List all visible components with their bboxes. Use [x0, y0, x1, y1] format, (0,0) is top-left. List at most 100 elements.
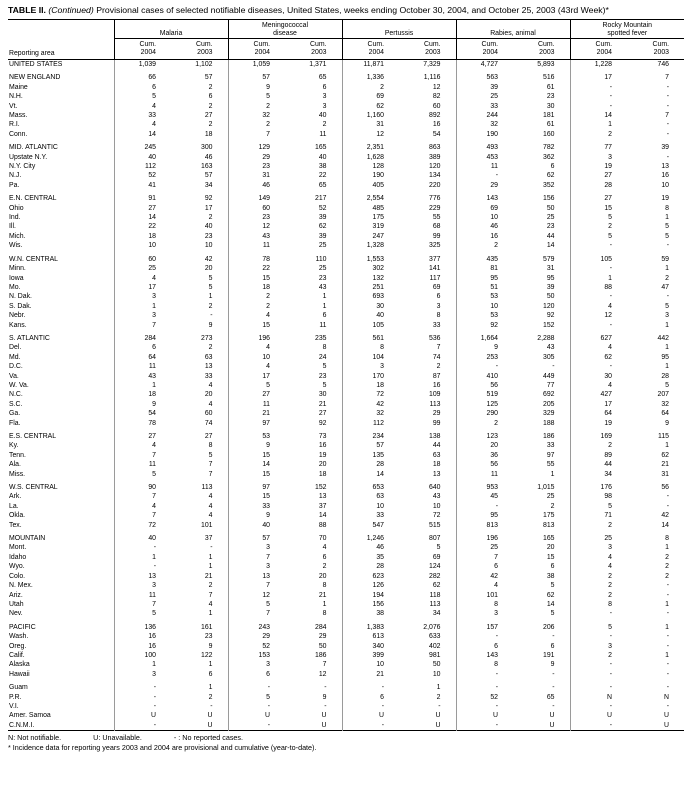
- value-cell: 82: [432, 93, 441, 101]
- value-cell: 2: [569, 590, 627, 600]
- value-cell: 12: [318, 670, 327, 678]
- table-row: P.R. - 2 5 9 6 2 52 65 N N: [8, 692, 684, 702]
- value-cell: 442: [657, 334, 670, 342]
- value-cell: 8: [341, 343, 399, 353]
- value-cell: 54: [113, 409, 171, 419]
- value-cell: 1: [322, 293, 327, 301]
- value-cell: -: [666, 121, 669, 129]
- reporting-area-cell: Ark.: [9, 493, 22, 501]
- value-cell: 4: [227, 343, 285, 353]
- sub-header-cell: Cum. 2004: [341, 38, 399, 60]
- table-row: S. Dak. 1 2 2 1 30 3 10 120 4 5: [8, 301, 684, 312]
- table-body: UNITED STATES 1,039 1,102 1,059 1,371 11,871 7…: [8, 59, 684, 731]
- table-title: TABLE II. (Continued) Provisional cases …: [8, 5, 620, 16]
- value-cell: 30: [341, 301, 399, 312]
- value-cell: 163: [201, 163, 213, 171]
- value-cell: 113: [429, 600, 441, 608]
- value-cell: -: [569, 82, 627, 93]
- value-cell: 69: [341, 92, 399, 102]
- value-cell: 579: [543, 255, 555, 263]
- value-cell: 4: [455, 581, 513, 591]
- value-cell: 405: [341, 180, 399, 191]
- value-cell: -: [666, 493, 669, 501]
- sub-header-row: Cum. 2004 Cum. 2003 Cum. 2004 Cum. 2003 Cum.…: [8, 38, 684, 60]
- value-cell: 92: [204, 195, 213, 203]
- value-cell: 516: [543, 74, 555, 82]
- table-row: Mont. - - 3 4 46 5 25 20 3 1: [8, 543, 684, 553]
- value-cell: 12: [432, 83, 441, 91]
- value-cell: 61: [546, 83, 555, 91]
- value-cell: U: [227, 711, 285, 721]
- value-cell: 63: [341, 492, 399, 502]
- table-row: Mo. 17 5 18 43 251 69 51 39 88 47: [8, 282, 684, 293]
- value-cell: -: [552, 633, 555, 641]
- section-row: PACIFIC 136 161 243 284 1,383 2,076 157 206 5 1: [8, 618, 684, 633]
- value-cell: -: [113, 562, 171, 572]
- reporting-area-cell: N.H.: [9, 93, 23, 101]
- value-cell: 8: [665, 204, 669, 212]
- value-cell: 31: [341, 120, 399, 130]
- value-cell: -: [569, 264, 627, 274]
- reporting-area-cell: Ill.: [9, 223, 16, 231]
- value-cell: 34: [204, 181, 213, 189]
- value-cell: 19: [569, 418, 627, 429]
- sub-header-cell: Cum. 2004: [569, 38, 627, 60]
- value-cell: 7: [208, 461, 213, 469]
- table-row: W. Va. 1 4 5 5 18 16 56 77 4 5: [8, 380, 684, 391]
- reporting-area-cell: Mass.: [9, 112, 28, 120]
- value-cell: 104: [341, 352, 399, 363]
- value-cell: 43: [318, 283, 327, 291]
- value-cell: 1: [665, 344, 669, 352]
- value-cell: 776: [429, 195, 441, 203]
- reporting-area-cell: S. ATLANTIC: [9, 334, 50, 342]
- value-cell: 57: [204, 74, 213, 82]
- value-cell: 35: [341, 552, 399, 563]
- value-cell: 186: [315, 651, 327, 659]
- value-cell: 143: [455, 190, 513, 204]
- value-cell: 11: [113, 460, 171, 470]
- value-cell: 53: [227, 428, 285, 442]
- value-cell: 181: [543, 112, 555, 120]
- value-cell: 20: [204, 391, 213, 399]
- value-cell: 2: [227, 301, 285, 312]
- value-cell: 435: [455, 250, 513, 265]
- value-cell: -: [341, 720, 399, 731]
- value-cell: 5: [436, 544, 441, 552]
- table-row: C.N.M.I. - U - U - U - U - U: [8, 720, 684, 731]
- value-cell: 1,553: [341, 250, 399, 265]
- value-cell: 2: [436, 363, 441, 371]
- section-row: W.N. CENTRAL 60 42 78 110 1,553 377 435 579 105 59: [8, 250, 684, 265]
- table-row: Ill. 22 40 12 62 319 68 46 23 2 5: [8, 222, 684, 232]
- value-cell: 17: [113, 282, 171, 293]
- table-row: Maine 6 2 9 6 2 12 39 61 - -: [8, 82, 684, 93]
- reporting-area-cell: Ariz.: [9, 591, 23, 599]
- value-cell: 13: [661, 163, 669, 171]
- value-cell: 23: [227, 213, 285, 223]
- value-cell: 7,329: [423, 60, 441, 68]
- value-cell: 6: [227, 669, 285, 680]
- value-cell: 36: [455, 450, 513, 461]
- value-cell: 156: [341, 599, 399, 610]
- table-row: Nebr. 3 - 4 6 40 8 53 92 12 3: [8, 311, 684, 321]
- value-cell: 95: [661, 353, 669, 361]
- value-cell: -: [455, 679, 513, 693]
- section-row: E.S. CENTRAL 27 27 53 73 234 138 123 186 169 115: [8, 428, 684, 442]
- value-cell: 54: [432, 130, 441, 138]
- value-cell: 362: [543, 153, 555, 161]
- value-cell: 30: [569, 371, 627, 381]
- value-cell: 5: [665, 381, 669, 389]
- value-cell: 57: [204, 172, 213, 180]
- value-cell: 1: [208, 684, 213, 692]
- value-cell: 62: [546, 591, 555, 599]
- value-cell: 2: [665, 563, 669, 571]
- value-cell: 156: [543, 195, 555, 203]
- section-row: MID. ATLANTIC 245 300 129 165 2,351 863 493 782 7…: [8, 139, 684, 153]
- value-cell: 38: [546, 572, 555, 580]
- value-cell: 34: [569, 469, 627, 480]
- value-cell: 39: [455, 82, 513, 93]
- value-cell: 9: [227, 441, 285, 451]
- reporting-area-cell: N.J.: [9, 172, 22, 180]
- value-cell: 97: [227, 479, 285, 493]
- value-cell: 33: [227, 501, 285, 512]
- value-cell: 325: [429, 242, 441, 250]
